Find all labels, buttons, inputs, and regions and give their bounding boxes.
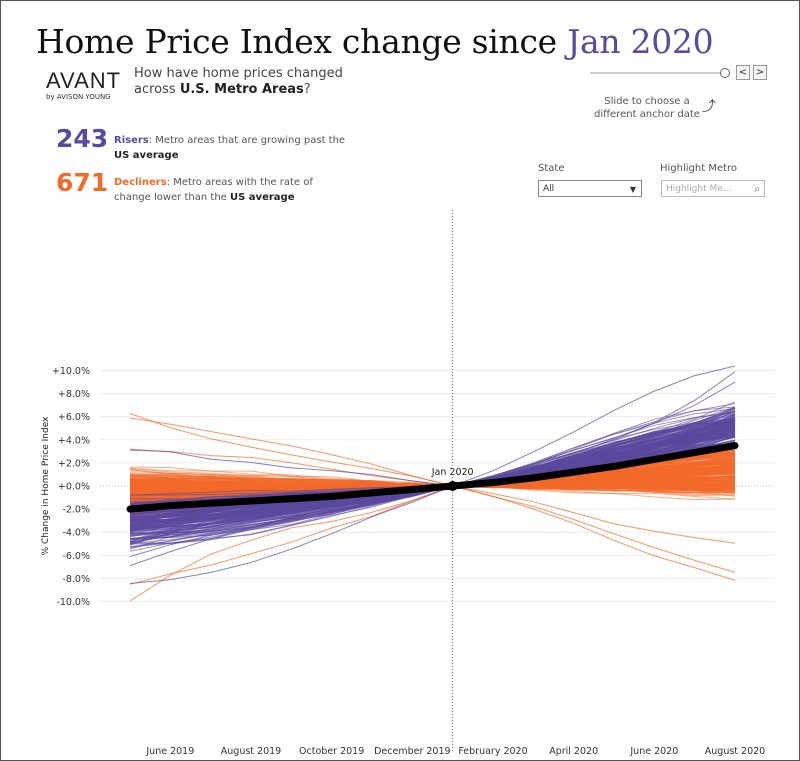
- decliners-line-1: Decliners: Metro areas with the rate of: [114, 175, 313, 190]
- dropdown-caret-icon: ▼: [629, 185, 636, 194]
- highlight-metro-search[interactable]: ⌕: [661, 180, 765, 197]
- y-tick-label: -6.0%: [62, 551, 90, 562]
- y-tick-label: +4.0%: [58, 435, 90, 446]
- slider-track[interactable]: [590, 72, 722, 74]
- decliners-text-2: change lower than the: [114, 192, 230, 203]
- question-line-2: across U.S. Metro Areas?: [134, 82, 343, 98]
- anchor-point: [447, 481, 458, 491]
- slider-hint-line-1: Slide to choose a: [604, 96, 690, 107]
- question-suffix: ?: [303, 82, 311, 97]
- x-tick-label: June 2019: [145, 746, 194, 757]
- title-anchor-date: Jan 2020: [567, 22, 714, 61]
- slider-hint: Slide to choose a different anchor date: [592, 95, 702, 121]
- title-text: Home Price Index change since: [36, 22, 568, 61]
- slider-hint-line-2: different anchor date: [594, 109, 700, 120]
- question-bold: U.S. Metro Areas: [179, 82, 304, 97]
- anchor-date-label: Jan 2020: [431, 467, 474, 478]
- risers-key: Risers: [114, 135, 149, 146]
- decliners-line-2: change lower than the US average: [114, 190, 313, 205]
- previous-date-button[interactable]: <: [736, 65, 750, 80]
- decliner-metro-line[interactable]: [129, 413, 736, 487]
- decliners-bold: US average: [230, 192, 295, 203]
- x-tick-labels: June 2019 August 2019 October 2019 December…: [145, 746, 765, 757]
- risers-description: Risers: Metro areas that are growing pas…: [114, 133, 345, 163]
- intro-question: How have home prices changed across U.S.…: [134, 66, 343, 98]
- highlight-metro-label: Highlight Metro: [660, 163, 738, 174]
- x-tick-label: October 2019: [299, 746, 364, 757]
- risers-line-2: US average: [114, 148, 345, 163]
- state-dropdown-value: All: [543, 184, 555, 194]
- x-tick-label: June 2020: [629, 746, 678, 757]
- x-tick-label: August 2020: [705, 746, 765, 757]
- decliners-description: Decliners: Metro areas with the rate of …: [114, 175, 313, 205]
- x-tick-label: April 2020: [549, 746, 598, 757]
- y-tick-label: +6.0%: [58, 412, 90, 423]
- risers-text: : Metro areas that are growing past the: [148, 135, 346, 146]
- y-tick-label: +8.0%: [58, 389, 90, 400]
- anchor-date-slider[interactable]: [590, 68, 730, 78]
- y-tick-label: -2.0%: [62, 505, 90, 516]
- y-tick-label: -4.0%: [62, 528, 90, 539]
- decliners-count: 671: [56, 168, 109, 197]
- y-tick-label: -8.0%: [62, 574, 90, 585]
- slider-handle[interactable]: [720, 68, 730, 78]
- x-tick-label: August 2019: [221, 746, 281, 757]
- decliners-key: Decliners: [114, 177, 167, 188]
- x-tick-label: December 2019: [374, 746, 450, 757]
- state-filter-label: State: [538, 163, 565, 174]
- home-price-index-chart: +10.0% +8.0% +6.0% +4.0% +2.0% +0.0% -2.0% -4.0…: [41, 210, 775, 757]
- risers-count: 243: [56, 124, 109, 153]
- search-icon: ⌕: [754, 184, 760, 195]
- logo-subtitle: by AVISON YOUNG: [46, 93, 111, 101]
- question-prefix: across: [134, 82, 180, 97]
- logo-wordmark: AVANT: [46, 68, 122, 93]
- riser-metro-line[interactable]: [129, 365, 736, 584]
- decliners-text: : Metro areas with the rate of: [166, 177, 313, 188]
- decliner-metro-line[interactable]: [129, 485, 736, 585]
- page-title: Home Price Index change since Jan 2020: [36, 22, 714, 61]
- y-tick-labels: +10.0% +8.0% +6.0% +4.0% +2.0% +0.0% -2.0% -4.0…: [52, 366, 90, 608]
- us-average-line[interactable]: [126, 442, 739, 513]
- y-tick-label: -10.0%: [56, 597, 90, 608]
- state-dropdown[interactable]: All ▼: [538, 180, 642, 197]
- x-tick-label: February 2020: [458, 746, 527, 757]
- y-tick-label: +10.0%: [52, 366, 90, 377]
- riser-metro-line[interactable]: [129, 371, 736, 567]
- y-tick-label: +2.0%: [58, 458, 90, 469]
- question-line-1: How have home prices changed: [134, 66, 343, 81]
- next-date-button[interactable]: >: [753, 65, 767, 80]
- risers-line-1: Risers: Metro areas that are growing pas…: [114, 133, 345, 148]
- y-axis-title: % Change in Home Price Index: [41, 416, 51, 556]
- risers-bold: US average: [114, 150, 179, 161]
- curved-arrow-icon: ⤴: [702, 99, 716, 115]
- y-tick-label: +0.0%: [58, 482, 90, 493]
- highlight-metro-input[interactable]: [666, 184, 746, 194]
- avant-logo: AVANT by AVISON YOUNG: [46, 68, 122, 102]
